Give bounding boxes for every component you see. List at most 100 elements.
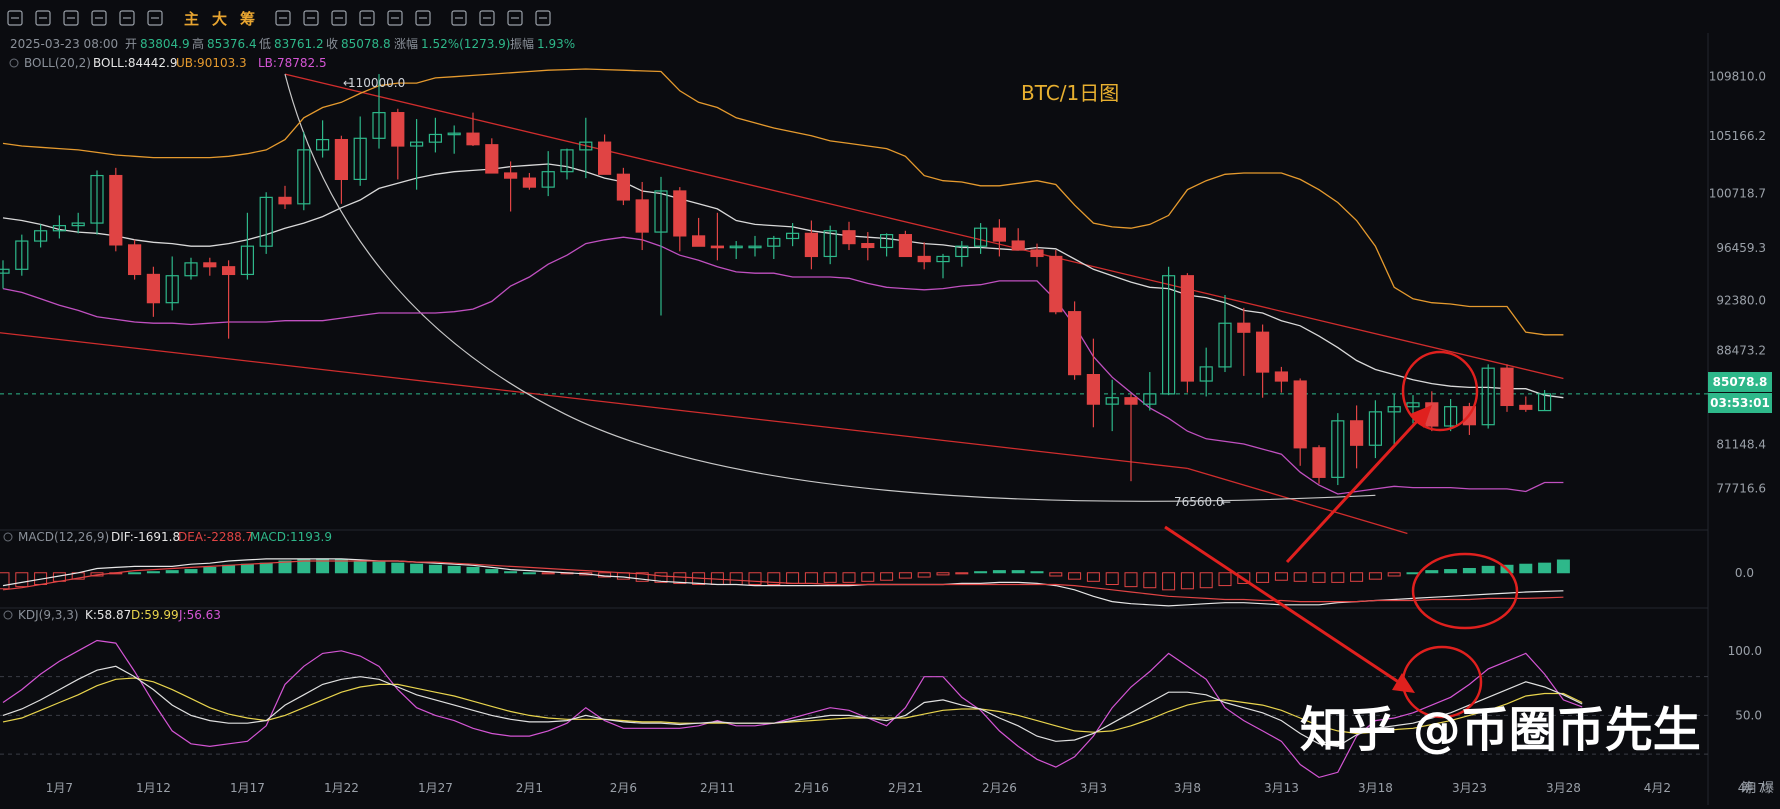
macd-bar [880, 572, 894, 581]
high-annotation: 110000.0 [348, 76, 405, 90]
macd-bar [748, 572, 762, 586]
trash-icon[interactable] [535, 10, 551, 26]
macd-bar [1556, 559, 1570, 574]
filter-icon[interactable] [507, 10, 523, 26]
macd-bar [1538, 562, 1552, 574]
macd-name: MACD(12,26,9) [18, 530, 109, 544]
macd-bar [767, 572, 781, 586]
candle [1030, 243, 1044, 267]
layout-icon[interactable] [331, 10, 347, 26]
macd-bar [0, 572, 10, 590]
macd-bar [917, 572, 931, 578]
candle [259, 192, 273, 254]
eye-icon[interactable] [3, 610, 13, 620]
candle [1218, 294, 1232, 373]
macd-bar [786, 572, 800, 584]
shield-icon[interactable] [479, 10, 495, 26]
date-tick: 2月26 [982, 781, 1017, 795]
date-tick: 3月28 [1546, 781, 1581, 795]
macd-bar [616, 572, 630, 580]
date-tick: 4月2 [1644, 781, 1671, 795]
candle [804, 220, 819, 270]
toolbar-btn-大[interactable]: 大 [212, 10, 227, 28]
lock-icon[interactable] [451, 10, 467, 26]
candle [917, 242, 931, 270]
candle [334, 135, 348, 204]
candle [52, 215, 67, 239]
kdj-j-value: J:56.63 [178, 608, 221, 622]
candle [1537, 390, 1552, 412]
boll-upper-value: UB:90103.3 [176, 56, 247, 70]
list-icon[interactable] [63, 10, 79, 26]
macd-bar [391, 562, 405, 574]
candle [616, 167, 631, 206]
change-label: 涨幅 [394, 36, 418, 51]
toolbar-btn-筹[interactable]: 筹 [240, 10, 255, 28]
date-tick: 1月7 [46, 781, 73, 795]
high-value: 85376.4 [207, 37, 257, 51]
amplitude-label: 振幅 [510, 36, 534, 51]
boll-info-row: BOLL(20,2) BOLL:84442.9 UB:90103.3 LB:78… [9, 56, 327, 70]
macd-bar [1519, 563, 1533, 574]
macd-bar [1444, 569, 1458, 574]
boll-lower-line [2, 236, 1564, 495]
candle [823, 225, 837, 265]
candle [1161, 266, 1176, 396]
candle [654, 176, 668, 316]
macd-dif-line [2, 558, 1564, 607]
circle-mark-macd [1411, 552, 1519, 630]
macd-bar [410, 563, 424, 574]
macd-bar [955, 572, 969, 575]
chart-title: BTC/1日图 [1021, 81, 1119, 105]
candle [1481, 364, 1495, 429]
bars-icon[interactable] [415, 10, 431, 26]
macd-bar [128, 572, 142, 575]
pen-icon[interactable] [359, 10, 375, 26]
macd-bar [1011, 570, 1025, 574]
candle [691, 217, 706, 247]
toolbar-btn-主[interactable]: 主 [184, 10, 199, 28]
arrow-head [1392, 673, 1415, 693]
candle [748, 235, 762, 257]
horizontal-line-icon[interactable] [91, 10, 107, 26]
ohlc-info-row: 2025-03-23 08:00 开 83804.9 高 85376.4 低 8… [10, 36, 575, 51]
candle [1293, 378, 1307, 466]
close-label: 收 [326, 37, 338, 51]
date-tick: 3月18 [1358, 781, 1393, 795]
kdj-info-row: KDJ(9,3,3) K:58.87 D:59.99 J:56.63 [3, 608, 221, 622]
kdj-tick: 100.0 [1728, 644, 1762, 658]
price-tick: 105166.2 [1709, 129, 1766, 143]
cursor-icon[interactable] [7, 10, 23, 26]
crop-icon[interactable] [275, 10, 291, 26]
boll-mid-line [2, 163, 1564, 399]
candle [504, 161, 518, 212]
macd-bar [1180, 572, 1194, 590]
date-tick: 2月11 [700, 781, 735, 795]
candle [1105, 379, 1119, 432]
candle [447, 125, 461, 154]
macd-bar [259, 562, 273, 574]
eye-icon[interactable] [3, 532, 13, 542]
indicator-icon[interactable] [147, 10, 163, 26]
macd-bar [842, 572, 856, 583]
candle [973, 223, 988, 254]
candle [391, 108, 405, 180]
edit-icon[interactable] [303, 10, 319, 26]
kdj-name: KDJ(9,3,3) [18, 608, 79, 622]
liquidation-button[interactable]: 爆 [1761, 781, 1774, 796]
ruler-icon[interactable] [387, 10, 403, 26]
candle [1143, 372, 1157, 411]
candle [541, 151, 555, 197]
macd-bar [372, 561, 386, 574]
rectangle-icon[interactable] [119, 10, 135, 26]
candle [861, 232, 875, 261]
eye-icon[interactable] [9, 58, 19, 68]
candle [128, 239, 142, 280]
menu-icon[interactable] [35, 10, 51, 26]
price-tick: 81148.4 [1716, 438, 1766, 452]
macd-value: MACD:1193.9 [250, 530, 332, 544]
chips-button[interactable]: 筹 [1741, 780, 1754, 796]
candle [879, 233, 894, 257]
